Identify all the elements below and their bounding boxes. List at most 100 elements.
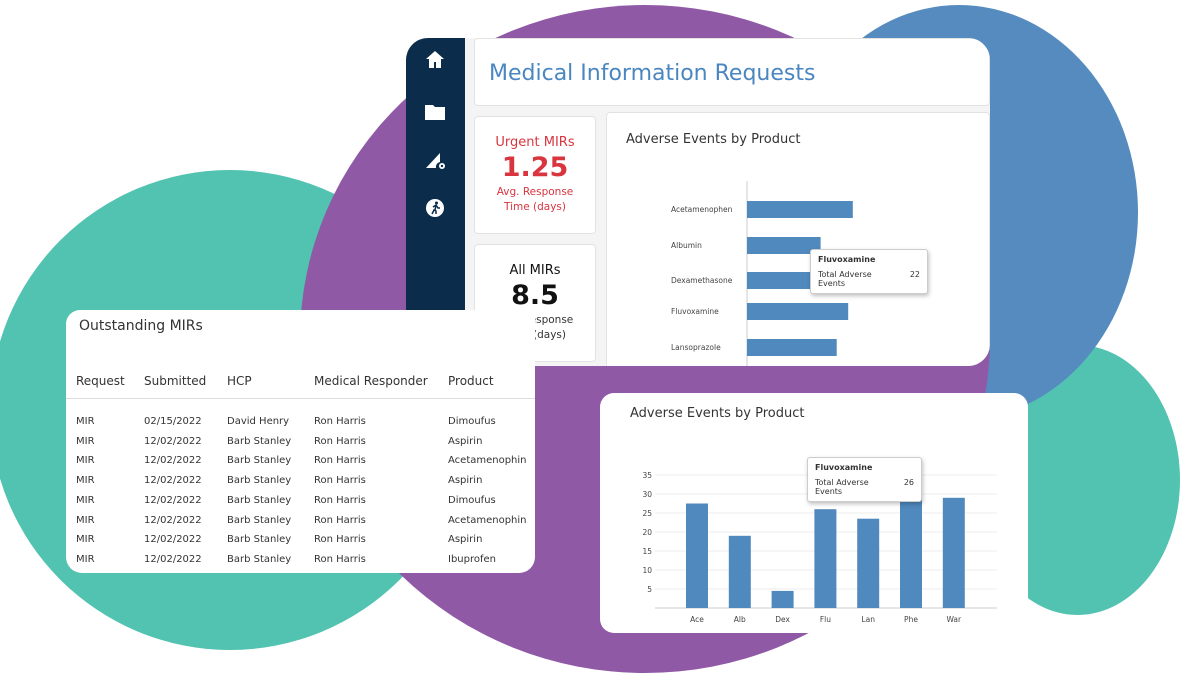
table-cell: MIR	[76, 435, 95, 447]
hbar-chart: Acetamenophen Albumin Dexamethasone Fluvoxa…	[671, 181, 853, 366]
table-cell: Dimoufus	[448, 494, 496, 506]
table-cell: 12/02/2022	[144, 534, 202, 546]
hbar-chart-card: Adverse Events by Product Acetamenophen A…	[606, 112, 990, 366]
tooltip-value: 22	[909, 270, 920, 279]
y-tick-label: 35	[642, 471, 652, 480]
column-header[interactable]: HCP	[227, 374, 252, 388]
table-cell: Ron Harris	[314, 475, 366, 487]
kpi-subtitle: Avg. Response Time (days)	[496, 186, 574, 213]
tooltip-label: Total Adverse Events	[818, 270, 872, 288]
table-cell: Acetamenophin	[448, 455, 527, 467]
table-cell: Ron Harris	[314, 514, 366, 526]
category-label: Fluvoxamine	[671, 307, 719, 316]
bar-war	[942, 497, 965, 608]
bar-alb	[728, 535, 751, 608]
table-cell: Barb Stanley	[227, 534, 292, 546]
chart-tooltip: Fluvoxamine Total Adverse Events 26	[807, 457, 922, 502]
table-cell: Ron Harris	[314, 534, 366, 546]
table-cell: MIR	[76, 553, 95, 565]
bar-albumin	[747, 237, 821, 254]
column-header[interactable]: Medical Responder	[314, 374, 428, 388]
bar-acetamenophen	[747, 201, 853, 218]
page-title: Medical Information Requests	[489, 61, 816, 86]
x-tick-label: Alb	[734, 615, 746, 624]
column-chart-card: Adverse Events by Product 5 10 15 20 25 30 35 A…	[600, 393, 1028, 633]
table-cell: Aspirin	[448, 475, 483, 487]
table-cell: Aspirin	[448, 534, 483, 546]
chart-title: Adverse Events by Product	[630, 406, 805, 421]
folder-icon[interactable]	[423, 100, 447, 124]
column-header[interactable]: Product	[448, 374, 494, 388]
table-cell: Ron Harris	[314, 416, 366, 427]
column-header[interactable]: Request	[76, 374, 125, 388]
category-label: Albumin	[671, 241, 702, 250]
bar-fluvoxamine	[747, 303, 849, 320]
x-tick-label: Ace	[690, 615, 704, 624]
running-person-icon[interactable]	[423, 196, 447, 220]
table-cell: 02/15/2022	[144, 416, 202, 427]
bar-dex	[771, 590, 794, 608]
tooltip-value: 26	[903, 478, 914, 487]
category-label: Acetamenophen	[671, 205, 733, 214]
x-tick-label: Flu	[820, 615, 831, 624]
kpi-value: 1.25	[501, 152, 569, 183]
y-tick-label: 15	[642, 547, 652, 556]
y-tick-label: 30	[642, 490, 652, 499]
table-cell: Ibuprofen	[448, 553, 497, 565]
category-label: Lansoprazole	[671, 343, 721, 352]
table-cell: Barb Stanley	[227, 494, 292, 506]
kpi-title: All MIRs	[509, 263, 561, 278]
table-cell: 12/02/2022	[144, 553, 202, 565]
table-cell: Barb Stanley	[227, 435, 292, 447]
table-cell: Barb Stanley	[227, 514, 292, 526]
table-cell: David Henry	[227, 416, 290, 427]
tooltip-title: Fluvoxamine	[815, 463, 873, 472]
settings-ruler-icon[interactable]	[423, 148, 447, 172]
table-cell: MIR	[76, 494, 95, 506]
x-tick-label: Lan	[861, 615, 875, 624]
table-cell: Barb Stanley	[227, 553, 292, 565]
table-cell: MIR	[76, 475, 95, 487]
page-header: Medical Information Requests	[474, 38, 990, 106]
table-cell: Acetamenophin	[448, 514, 527, 526]
chart-title: Adverse Events by Product	[626, 132, 801, 147]
table-cell: Ron Harris	[314, 435, 366, 447]
table-cell: 12/02/2022	[144, 514, 202, 526]
table-cell: Dimoufus	[448, 416, 496, 427]
table-cell: 12/02/2022	[144, 435, 202, 447]
table-cell: Ron Harris	[314, 494, 366, 506]
x-tick-label: Phe	[904, 615, 918, 624]
table-cell: Ron Harris	[314, 455, 366, 467]
x-tick-label: Dex	[775, 615, 790, 624]
bar-lansoprazole	[747, 339, 837, 356]
column-chart: 5 10 15 20 25 30 35 Ace Alb Dex Flu Lan Phe War	[642, 471, 997, 624]
kpi-value: 8.5	[511, 280, 559, 311]
table-cell: 12/02/2022	[144, 494, 202, 506]
category-label: Dexamethasone	[671, 276, 733, 285]
table-cell: MIR	[76, 534, 95, 546]
table-cell: Ron Harris	[314, 553, 366, 565]
kpi-urgent-mirs: Urgent MIRs 1.25 Avg. Response Time (day…	[474, 116, 596, 234]
y-tick-label: 5	[647, 585, 652, 594]
table-cell: 12/02/2022	[144, 455, 202, 467]
table-cell: Barb Stanley	[227, 475, 292, 487]
bar-flu	[814, 509, 837, 608]
bar-phe	[900, 494, 922, 608]
y-tick-label: 25	[642, 509, 652, 518]
column-header[interactable]: Submitted	[144, 374, 207, 388]
home-icon[interactable]	[423, 48, 447, 72]
table-cell: Barb Stanley	[227, 455, 292, 467]
outstanding-mirs-card: Outstanding MIRs Request Submitted HCP Medi…	[66, 310, 535, 573]
chart-tooltip: Fluvoxamine Total Adverse Events 22	[810, 249, 928, 294]
kpi-title: Urgent MIRs	[495, 135, 575, 150]
table-cell: MIR	[76, 416, 95, 427]
table-cell: MIR	[76, 514, 95, 526]
table-cell: Aspirin	[448, 435, 483, 447]
tooltip-label: Total Adverse Events	[815, 478, 869, 496]
tooltip-title: Fluvoxamine	[818, 255, 876, 264]
x-tick-label: War	[946, 615, 962, 624]
header-divider	[66, 398, 535, 399]
bar-lan	[857, 518, 880, 608]
table-title: Outstanding MIRs	[79, 318, 203, 334]
y-tick-label: 20	[642, 528, 652, 537]
